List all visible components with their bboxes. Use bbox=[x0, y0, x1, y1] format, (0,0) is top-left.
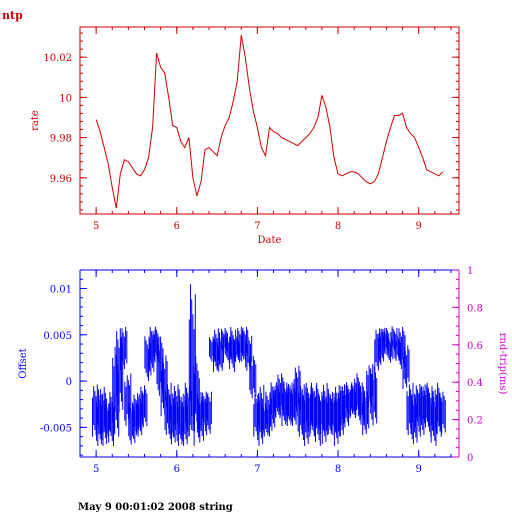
right-axis-label: rnd-trip(ms) bbox=[497, 333, 508, 395]
right-tick-label: 0.8 bbox=[467, 303, 483, 314]
x-tick-label: 7 bbox=[254, 464, 260, 475]
y-tick-label: 10.02 bbox=[43, 53, 72, 64]
y-tick-label: 0.005 bbox=[43, 331, 72, 342]
x-tick-label: 9 bbox=[415, 221, 421, 232]
y-tick-label: 9.96 bbox=[50, 174, 72, 185]
x-tick-label: 6 bbox=[174, 464, 180, 475]
y-tick-label: 10 bbox=[59, 93, 72, 104]
y-tick-label: 0 bbox=[66, 377, 72, 388]
x-tick-label: 9 bbox=[415, 464, 421, 475]
header-label: ntp bbox=[2, 9, 23, 22]
rate-plot-frame bbox=[79, 26, 460, 215]
y-axis-label: rate bbox=[30, 110, 41, 131]
x-tick-label: 8 bbox=[335, 221, 341, 232]
x-axis-label: Date bbox=[258, 235, 282, 246]
y-tick-label: 9.98 bbox=[50, 134, 72, 145]
rate-series-line bbox=[95, 34, 444, 209]
footer-timestamp: May 9 00:01:02 2008 string bbox=[78, 502, 233, 512]
x-tick-label: 5 bbox=[93, 221, 99, 232]
offset-chart: 5 6 7 8 9 -0.005 0 0.005 0.01 0 0.2 0.4 0.6 0.8 1 Offse… bbox=[18, 266, 508, 475]
right-tick-label: 0.6 bbox=[467, 341, 483, 352]
y-axis-label: Offset bbox=[18, 348, 29, 378]
y-tick-label: -0.005 bbox=[40, 423, 72, 434]
right-tick-label: 0 bbox=[467, 453, 473, 464]
x-tick-label: 5 bbox=[93, 464, 99, 475]
x-tick-label: 7 bbox=[254, 221, 260, 232]
right-tick-label: 0.4 bbox=[467, 378, 483, 389]
y-tick-label: 0.01 bbox=[50, 285, 72, 296]
rate-chart: 5 6 7 8 9 9.96 9.98 10 10.02 Date rate bbox=[30, 26, 460, 246]
x-tick-label: 6 bbox=[174, 221, 180, 232]
x-tick-label: 8 bbox=[335, 464, 341, 475]
right-tick-label: 0.2 bbox=[467, 416, 483, 427]
right-tick-label: 1 bbox=[467, 266, 473, 277]
